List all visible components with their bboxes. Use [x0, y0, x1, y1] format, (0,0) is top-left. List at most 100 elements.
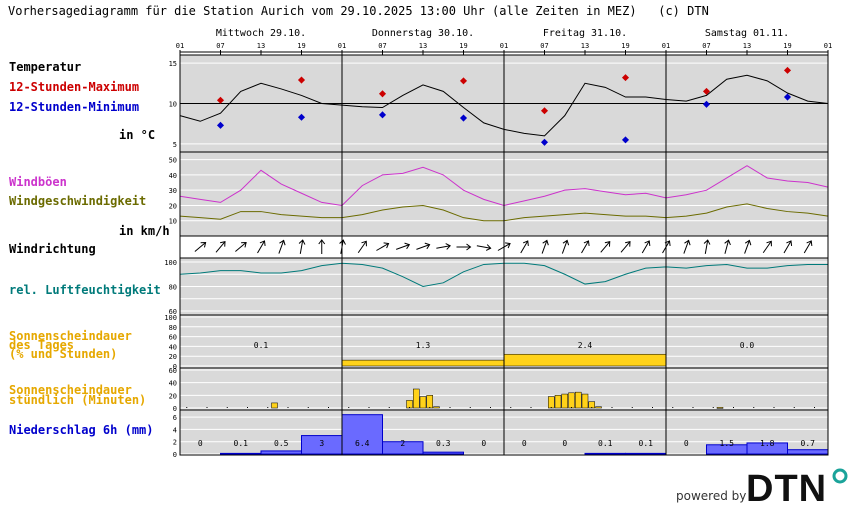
min-temp-point [702, 100, 711, 108]
sunhour-ytick: 0 [173, 405, 177, 413]
wind-arrow-shaft [476, 245, 491, 249]
hour-tick-label: 19 [621, 42, 629, 50]
day-label: Samstag 01.11. [705, 28, 789, 39]
precipitation-label: 6.4 [355, 439, 370, 448]
max-temp-point [540, 107, 549, 115]
wind-arrow-shaft [235, 242, 247, 252]
wind-arrow [257, 240, 266, 254]
sunshine-hour-tick [571, 407, 572, 408]
hour-tick-label: 13 [581, 42, 589, 50]
sunshine-hour-bar [406, 400, 413, 409]
wind-arrow-shaft [762, 240, 772, 254]
wind-arrow-head [361, 240, 367, 247]
wind-arrow-head [542, 239, 549, 246]
sunshine-hour-tick [449, 407, 451, 408]
label-temp-unit: in °C [119, 128, 156, 142]
precipitation-bar [584, 452, 626, 455]
wind-arrow-head [424, 242, 431, 250]
wind-arrow [703, 239, 711, 254]
sunshine-hour-tick [733, 407, 734, 408]
wind-arrow [215, 240, 226, 253]
wind-arrow [581, 240, 590, 254]
wind-arrow-head [724, 239, 731, 246]
hour-tick-label: 13 [419, 42, 427, 50]
label-feuchte: rel. Luftfeuchtigkeit [9, 283, 161, 297]
sunshine-hour-bar [433, 406, 440, 409]
sunshine-hour-bar [568, 392, 575, 409]
wind-arrow-head [604, 240, 611, 247]
label-wind-unit: in km/h [119, 224, 170, 238]
wind-arrow-shaft [299, 240, 304, 254]
wind-arrow-shaft [541, 240, 548, 254]
precipitation-bar [341, 414, 383, 455]
wind-ytick: 20 [169, 202, 177, 210]
hour-tick-label: 13 [743, 42, 751, 50]
sunshine-hour-tick [409, 407, 410, 408]
sunshine-hour-tick [287, 407, 289, 408]
sunshine-hour-tick [773, 407, 775, 408]
wind-arrow-shaft [641, 240, 650, 254]
wind-arrow [683, 239, 691, 254]
sunshine-hour-tick [328, 407, 329, 408]
sunshine-hour-bar [595, 406, 602, 409]
wind-arrow-head [259, 240, 266, 246]
wind-arrow-shaft [194, 242, 206, 252]
precipitation-bar [260, 450, 302, 455]
wind-arrow-shaft [744, 240, 750, 254]
dtn-logo: DTN [746, 468, 848, 508]
wind-arrow-head [298, 239, 306, 245]
hour-tick-label: 13 [257, 42, 265, 50]
wind-arrow-shaft [436, 245, 451, 249]
chart-title: Vorhersagediagramm für die Station Auric… [8, 4, 709, 18]
hour-tick-label: 07 [540, 42, 548, 50]
label-sonne-tag-3: (% und Stunden) [9, 347, 118, 361]
wind-arrow [600, 240, 611, 253]
wind-arrow-shaft [520, 240, 529, 254]
wind-arrow-shaft [278, 240, 285, 254]
precipitation-label: 0.1 [598, 439, 613, 448]
wind-arrow-head [583, 240, 590, 246]
wind-arrow-head [786, 240, 793, 246]
wind-arrow-shaft [600, 241, 611, 253]
wind-arrow-shaft [803, 240, 812, 254]
max-temp-point [459, 77, 468, 85]
wind-arrow-head [339, 239, 346, 245]
sunshine-hour-tick [510, 407, 512, 408]
wind-ytick: 40 [169, 172, 177, 180]
wind-arrow [520, 240, 529, 254]
rain-ytick: 0 [173, 451, 177, 459]
wind-arrow-head [522, 240, 529, 246]
min-temp-point [540, 138, 549, 146]
hour-tick-label: 19 [459, 42, 467, 50]
humidity-ytick: 80 [169, 284, 177, 292]
wind-arrow [318, 239, 326, 254]
min-temp-point [297, 113, 306, 121]
wind-arrow-shaft [561, 240, 568, 254]
wind-ytick: 50 [169, 157, 177, 165]
sunshine-hour-tick [652, 407, 653, 408]
sunshine-hour-tick [226, 407, 228, 408]
label-richtung: Windrichtung [9, 242, 96, 256]
sunshine-hour-tick [368, 407, 370, 408]
sunshine-hour-tick [307, 407, 309, 408]
day-label: Mittwoch 29.10. [216, 28, 306, 39]
precipitation-label: 2 [400, 439, 405, 448]
day-label: Donnerstag 30.10. [372, 28, 474, 39]
sunday-ytick: 40 [169, 343, 177, 351]
wind-arrow-shaft [376, 243, 389, 251]
wind-arrow-shaft [581, 240, 589, 254]
wind-arrow [278, 239, 286, 254]
wind-arrow-shaft [620, 241, 631, 253]
wind-arrow-head [220, 240, 226, 247]
wind-arrow [298, 239, 306, 254]
sunshine-hour-bar [581, 393, 589, 409]
sunshine-hour-tick [753, 407, 755, 408]
svg-text:DTN: DTN [746, 468, 827, 508]
wind-ytick: 30 [169, 187, 177, 195]
wind-arrow-shaft [724, 240, 730, 254]
wind-arrow-head [744, 239, 752, 246]
sunhour-ytick: 20 [169, 392, 177, 400]
precipitation-label: 1.5 [720, 439, 735, 448]
hour-tick-label: 19 [297, 42, 305, 50]
sunshine-hour-bar [426, 395, 433, 409]
